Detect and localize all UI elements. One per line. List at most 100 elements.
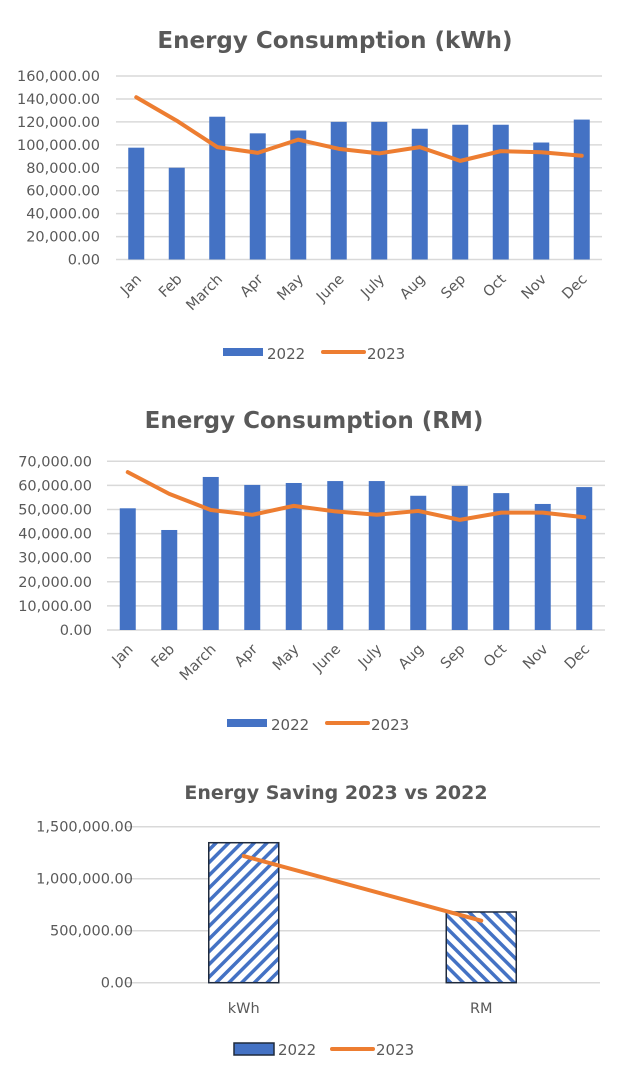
bar-2022 (452, 124, 469, 260)
chart-title: Energy Consumption (RM) (145, 408, 484, 434)
x-tick-label: Oct (481, 641, 510, 670)
y-axis-labels: 0.00 500,000.00 1,000,000.00 1,500,000.00 (36, 820, 133, 992)
y-tick-label: 20,000.00 (18, 575, 92, 591)
y-tick-label: 500,000.00 (50, 924, 133, 940)
legend: 2022 2023 (227, 716, 409, 734)
x-tick-label: May (270, 641, 303, 674)
x-tick-label: Aug (397, 272, 428, 303)
x-tick-label: kWh (228, 1001, 260, 1017)
x-tick-label: May (275, 271, 308, 304)
line-2023 (134, 95, 584, 163)
y-tick-label: 20,000.00 (26, 230, 100, 246)
legend-label-2023: 2023 (376, 1041, 414, 1059)
x-tick-label: Apr (238, 271, 267, 300)
y-tick-label: 120,000.00 (17, 115, 100, 131)
x-tick-label: Aug (396, 642, 427, 673)
bar-2022 (492, 124, 509, 260)
bars-2022 (128, 116, 590, 260)
x-tick-label: Dec (559, 271, 590, 302)
bar-2022 (285, 482, 302, 630)
y-tick-label: 0.00 (60, 623, 92, 639)
y-tick-label: 30,000.00 (18, 551, 92, 567)
y-tick-label: 1,000,000.00 (36, 872, 133, 888)
legend-label-2022: 2022 (278, 1041, 316, 1059)
x-tick-label: Sep (438, 642, 469, 673)
x-tick-label: June (313, 271, 347, 305)
legend-swatch-2022 (233, 1042, 275, 1056)
legend-label-2022: 2022 (271, 716, 309, 734)
bar-2022 (244, 484, 261, 630)
x-tick-label: Apr (232, 641, 261, 670)
y-tick-label: 1,500,000.00 (36, 820, 133, 836)
y-tick-label: 160,000.00 (17, 69, 100, 85)
bar-2022 (128, 147, 145, 260)
bar-2022 (371, 121, 388, 260)
y-tick-label: 80,000.00 (26, 161, 100, 177)
y-tick-label: 140,000.00 (17, 92, 100, 108)
gridlines (107, 460, 605, 631)
bar-2022 (327, 481, 344, 630)
x-tick-label: Nov (519, 271, 551, 303)
line-2023 (241, 854, 484, 923)
chart-kwh: Energy Consumption (kWh) 0.00 20,000.00 40… (17, 28, 602, 363)
x-tick-label: Jan (117, 272, 145, 300)
y-tick-label: 60,000.00 (18, 478, 92, 494)
x-tick-label: July (355, 641, 386, 672)
bar-2022 (573, 119, 590, 260)
bar-2022 (576, 487, 593, 630)
line-2023 (125, 470, 587, 522)
y-tick-label: 0.00 (68, 253, 100, 269)
line-2023 (134, 95, 584, 163)
legend: 2022 2023 (233, 1041, 414, 1059)
bar-2022 (445, 911, 517, 984)
bar-2022 (410, 495, 427, 630)
y-tick-label: 50,000.00 (18, 503, 92, 519)
x-tick-label: March (184, 272, 227, 315)
bar-2022 (368, 481, 385, 630)
bar-2022 (330, 121, 347, 260)
chart-rm: Energy Consumption (RM) 0.00 10,000.00 20,… (18, 408, 605, 734)
legend-swatch-2022 (223, 348, 263, 356)
bar-2022 (249, 133, 266, 260)
y-tick-label: 60,000.00 (26, 184, 100, 200)
legend-swatch-2022 (227, 719, 267, 727)
x-tick-label: Jan (109, 642, 137, 670)
x-tick-label: July (358, 271, 389, 302)
chart-saving: Energy Saving 2023 vs 2022 0.00 500,000.0… (36, 782, 600, 1059)
x-tick-label: March (177, 642, 220, 685)
x-tick-label: Feb (149, 642, 178, 671)
bar-2022 (119, 508, 136, 630)
y-tick-label: 70,000.00 (18, 454, 92, 470)
chart-title: Energy Consumption (kWh) (157, 28, 512, 54)
bar-2022 (534, 503, 551, 630)
legend-label-2023: 2023 (371, 716, 409, 734)
y-tick-label: 100,000.00 (17, 138, 100, 154)
x-tick-label: Dec (562, 641, 593, 672)
bar-2022 (411, 128, 428, 260)
bar-2022 (202, 476, 219, 630)
bar-2022 (451, 485, 468, 630)
x-tick-label: Oct (481, 271, 510, 300)
bar-2022 (168, 167, 185, 260)
y-tick-label: 0.00 (101, 976, 133, 992)
x-tick-label: Feb (156, 272, 185, 301)
legend: 2022 2023 (223, 345, 405, 363)
bar-2022 (290, 130, 307, 260)
bar-2022 (533, 142, 550, 260)
bars-2022 (119, 476, 593, 630)
gridlines (116, 75, 602, 261)
y-axis-labels: 0.00 20,000.00 40,000.00 60,000.00 80,000.00… (17, 69, 100, 269)
y-tick-label: 10,000.00 (18, 599, 92, 615)
bar-2022 (209, 116, 226, 260)
bar-2022 (493, 493, 510, 630)
x-axis-labels: kWh RM (228, 1001, 493, 1017)
x-tick-label: Nov (520, 641, 552, 673)
x-tick-label: June (310, 641, 344, 675)
y-axis-labels: 0.00 10,000.00 20,000.00 30,000.00 40,000.00… (18, 454, 92, 639)
x-tick-label: Sep (438, 272, 469, 303)
legend-label-2023: 2023 (367, 345, 405, 363)
bar-2022 (208, 841, 280, 984)
